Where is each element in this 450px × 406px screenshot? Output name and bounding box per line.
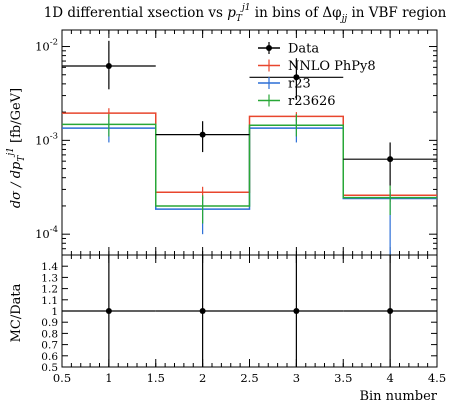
y-label-main: dσ / dp: [9, 161, 24, 208]
data-point: [293, 74, 300, 81]
x-axis-label: Bin number: [359, 389, 437, 404]
x-tick-label: 2.5: [240, 371, 258, 385]
data-point: [387, 156, 394, 163]
chart-title: 1D differential xsection vs pTj1 in bins…: [44, 3, 447, 24]
ratio-plot-frame: 0.5 1 1.5 2 2.5 3 3.5 4 4.50.50.60.70.80.911.11.…: [41, 254, 446, 385]
legend-label: r23626: [288, 94, 336, 109]
legend: Data NNLO PhPy8 r23 r23626: [258, 42, 376, 109]
x-tick-label: 0.5: [53, 371, 71, 385]
x-tick-label: 1: [105, 371, 112, 385]
x-tick-label: 4: [386, 371, 393, 385]
y-tick-label-ratio: 0.5: [41, 362, 58, 374]
ratio-data-point: [293, 308, 300, 314]
x-tick-label: 3.5: [334, 371, 352, 385]
x-tick-label: 4.5: [428, 371, 446, 385]
x-tick-label: 3: [293, 371, 300, 385]
y-tick-label-ratio: 1.3: [41, 272, 58, 284]
ratio-y-label: MC/Data: [9, 283, 24, 342]
data-point: [199, 131, 206, 138]
ratio-data-point: [387, 308, 394, 314]
ratio-data-point: [199, 308, 206, 314]
y-tick-label-ratio: 1: [51, 306, 58, 318]
legend-label: NNLO PhPy8: [288, 59, 376, 74]
y-label-unit: [fb/GeV]: [9, 88, 24, 147]
y-tick-label-ratio: 1.2: [41, 284, 58, 296]
y-tick-label-ratio: 1.4: [41, 261, 58, 273]
legend-marker: [266, 45, 272, 51]
y-tick-label-ratio: 0.8: [41, 328, 58, 340]
y-tick-label-main: 10-3: [35, 131, 58, 147]
legend-label: r23: [288, 77, 311, 92]
data-point: [105, 63, 112, 70]
y-tick-label-ratio: 0.6: [41, 351, 58, 363]
y-tick-label-ratio: 0.9: [41, 317, 58, 329]
y-tick-label-main: 10-2: [35, 38, 58, 54]
series-line-r23626: [62, 123, 437, 207]
y-tick-label-main: 10-4: [35, 225, 58, 241]
legend-label: Data: [288, 42, 319, 57]
main-y-label: dσ / dpTj1 [fb/GeV]: [6, 88, 27, 208]
x-tick-label: 1.5: [147, 371, 165, 385]
main-plot-frame: 10-4 10-3 10-2: [35, 29, 438, 256]
x-tick-label: 2: [199, 371, 206, 385]
title-tail: in VBF region: [347, 5, 446, 21]
title-suffix: in bins of Δφ: [250, 5, 341, 21]
y-tick-label-ratio: 0.7: [41, 340, 58, 352]
title-prefix: 1D differential xsection vs: [44, 5, 228, 21]
y-tick-label-ratio: 1.1: [41, 295, 58, 307]
ratio-data-point: [105, 308, 112, 314]
